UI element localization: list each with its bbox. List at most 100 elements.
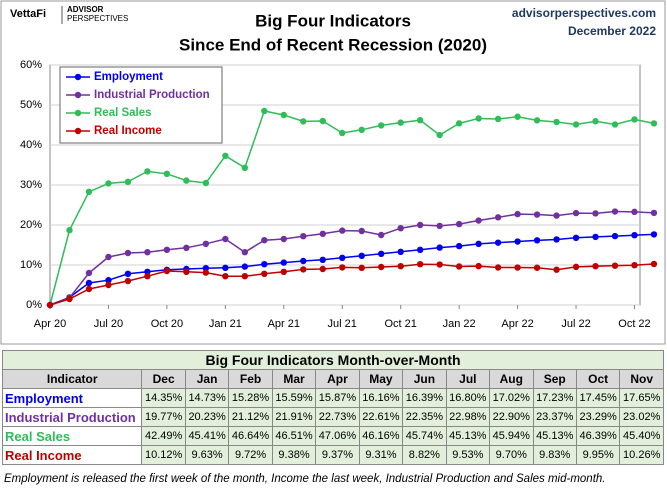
table-cell: 16.39% (402, 388, 447, 408)
x-tick-label: Oct 21 (384, 318, 416, 330)
point (416, 117, 424, 124)
point (241, 263, 249, 270)
y-tick-label: 30% (20, 179, 42, 191)
column-header: Feb (228, 369, 273, 389)
point (261, 237, 268, 244)
point (241, 249, 249, 256)
point (124, 277, 132, 285)
table-cell: 9.38% (271, 445, 317, 465)
table-cell: 17.45% (575, 388, 621, 408)
legend-label: Real Sales (94, 107, 152, 119)
point (378, 231, 385, 239)
x-tick-label: Jan 22 (443, 318, 476, 330)
brand: VettaFi (10, 8, 46, 20)
table-cell: 23.37% (532, 407, 577, 427)
point (202, 265, 210, 272)
point (572, 234, 580, 241)
legend-swatch (74, 127, 82, 135)
table-cell: 45.41% (184, 426, 230, 446)
x-tick-label: Oct 22 (618, 318, 650, 330)
point (611, 121, 619, 128)
legend-label: Employment (94, 71, 163, 83)
table-cell: 14.35% (141, 388, 186, 408)
point (202, 240, 210, 247)
table-cell: 15.59% (271, 388, 317, 408)
point (533, 117, 541, 124)
point (300, 233, 307, 240)
table-cell: 21.91% (271, 407, 317, 427)
point (631, 208, 638, 216)
point (514, 113, 521, 120)
table-title: Big Four Indicators Month-over-Month (2, 350, 664, 370)
chart: VettaFi ADVISOR PERSPECTIVES Big Four In… (0, 0, 666, 345)
point (202, 179, 210, 187)
point (280, 235, 287, 243)
point (553, 212, 560, 219)
point (436, 244, 443, 251)
table-cell: 46.16% (358, 426, 404, 446)
point (202, 269, 210, 276)
point (436, 222, 443, 230)
table-cell: 9.72% (228, 445, 273, 465)
point (144, 249, 151, 256)
table-cell: 23.29% (575, 407, 621, 427)
point (475, 262, 482, 270)
point (378, 122, 385, 129)
point (124, 178, 132, 185)
x-tick-label: Jan 21 (209, 318, 242, 330)
table-cell: 45.13% (532, 426, 577, 446)
brand-line: PERSPECTIVES (67, 14, 128, 23)
point (241, 273, 249, 280)
point (553, 236, 560, 243)
point (46, 301, 54, 309)
column-header: May (358, 369, 404, 389)
table-cell: 10.26% (619, 445, 664, 465)
x-tick-label: Jul 21 (328, 318, 357, 330)
point (475, 115, 482, 122)
point (358, 227, 365, 235)
table-cell: 22.90% (489, 407, 534, 427)
point (261, 270, 268, 277)
point (319, 256, 326, 263)
point (358, 126, 365, 133)
point (339, 264, 346, 271)
column-header: Mar (271, 369, 317, 389)
table-cell: 9.31% (358, 445, 404, 465)
point (378, 263, 385, 271)
y-tick-label: 0% (26, 299, 42, 311)
column-header: Jul (445, 369, 491, 389)
table-cell: 9.37% (315, 445, 360, 465)
table-cell: 45.40% (619, 426, 664, 446)
point (514, 264, 521, 271)
table-cell: 15.28% (228, 388, 273, 408)
point (650, 209, 658, 217)
table-cell: 22.35% (402, 407, 447, 427)
table-cell: 8.82% (402, 445, 447, 465)
point (105, 277, 112, 284)
column-header: Dec (141, 369, 186, 389)
table-cell: 9.70% (489, 445, 534, 465)
point (183, 177, 190, 184)
point (163, 267, 171, 275)
point (572, 263, 580, 271)
point (124, 249, 132, 257)
site: advisorperspectives.com (512, 6, 656, 20)
point (533, 264, 541, 271)
series-line (49, 233, 654, 306)
point (592, 210, 599, 217)
legend-label: Real Income (94, 125, 162, 137)
point (650, 231, 658, 238)
table-cell: 9.95% (575, 445, 621, 465)
point (183, 244, 190, 251)
point (85, 188, 93, 195)
point (280, 111, 287, 119)
point (144, 268, 151, 275)
point (397, 263, 404, 270)
point (358, 252, 365, 259)
point (416, 221, 424, 229)
point (66, 227, 73, 234)
point (436, 131, 443, 139)
table-cell: 22.61% (358, 407, 404, 427)
table-cell: 10.12% (141, 445, 186, 465)
